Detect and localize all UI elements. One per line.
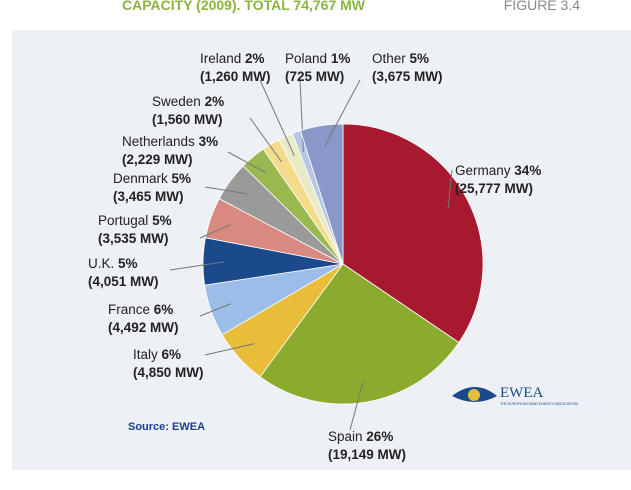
pie-slice [259, 263, 460, 405]
leader-line [447, 169, 453, 209]
category-name: Italy [133, 347, 158, 362]
value-label: (725 MW) [285, 69, 344, 84]
slice-label: Other 5% [372, 51, 429, 66]
source: Source: EWEA [128, 421, 205, 433]
figure-label: FIGURE 3.4 [504, 0, 580, 13]
slice-label: Netherlands 3% [122, 134, 218, 149]
leader-line [204, 343, 255, 356]
leader-line [227, 151, 267, 174]
slice-label: Italy 6% [133, 347, 181, 362]
leader-line [299, 79, 304, 152]
value-label: (2,229 MW) [122, 152, 193, 167]
percent-label: 5% [118, 256, 138, 271]
value-label: (3,675 MW) [372, 69, 443, 84]
slice-label: France 6% [108, 302, 173, 317]
slice-label: Sweden 2% [152, 94, 224, 109]
category-name: Netherlands [122, 134, 195, 149]
category-name: Spain [328, 429, 363, 444]
logo-iris [468, 389, 480, 401]
value-label: (1,560 MW) [152, 112, 223, 127]
percent-label: 5% [172, 171, 192, 186]
value-label: (4,492 MW) [108, 320, 179, 335]
category-name: France [108, 302, 150, 317]
chart-title: CAPACITY (2009). TOTAL 74,767 MW [122, 0, 366, 13]
category-name: Germany [455, 163, 511, 178]
value-label: (1,260 MW) [200, 69, 271, 84]
percent-label: 34% [514, 163, 541, 178]
percent-label: 5% [152, 213, 172, 228]
category-name: Sweden [152, 94, 201, 109]
category-name: U.K. [88, 256, 114, 271]
value-label: (4,051 MW) [88, 274, 159, 289]
percent-label: 26% [366, 429, 393, 444]
slice-label: Ireland 2% [200, 51, 265, 66]
leader-line [349, 381, 364, 431]
value-label: (3,465 MW) [113, 189, 184, 204]
percent-label: 6% [154, 302, 174, 317]
slice-label: Poland 1% [285, 51, 350, 66]
value-label: (3,535 MW) [98, 231, 169, 246]
value-label: (4,850 MW) [133, 365, 204, 380]
percent-label: 2% [245, 51, 265, 66]
leader-line [169, 261, 225, 271]
slice-label: Spain 26% [328, 429, 393, 444]
pie-slice [299, 123, 344, 265]
value-label: (25,777 MW) [455, 181, 533, 196]
slice-label: Germany 34% [455, 163, 541, 178]
category-name: Ireland [200, 51, 241, 66]
leader-line [199, 303, 232, 317]
percent-label: 5% [410, 51, 430, 66]
category-name: Denmark [113, 171, 168, 186]
pie-slice [342, 123, 484, 344]
value-label: (19,149 MW) [328, 447, 406, 462]
leader-line [249, 117, 283, 163]
category-name: Other [372, 51, 406, 66]
category-name: Poland [285, 51, 327, 66]
leader-line [259, 79, 295, 156]
logo: EWEA THE EUROPEAN WIND ENERGY ASSOCIATIO… [452, 385, 579, 406]
logo-tagline: THE EUROPEAN WIND ENERGY ASSOCIATION [500, 402, 579, 406]
category-name: Portugal [98, 213, 148, 228]
leader-line [324, 79, 361, 147]
slice-label: Portugal 5% [98, 213, 172, 228]
percent-label: 1% [331, 51, 351, 66]
slice-label: U.K. 5% [88, 256, 138, 271]
logo-name: EWEA [500, 385, 543, 401]
leader-line [199, 224, 231, 239]
percent-label: 6% [162, 347, 182, 362]
slice-label: Denmark 5% [113, 171, 191, 186]
percent-label: 3% [199, 134, 219, 149]
leader-line [204, 186, 248, 195]
percent-label: 2% [205, 94, 225, 109]
